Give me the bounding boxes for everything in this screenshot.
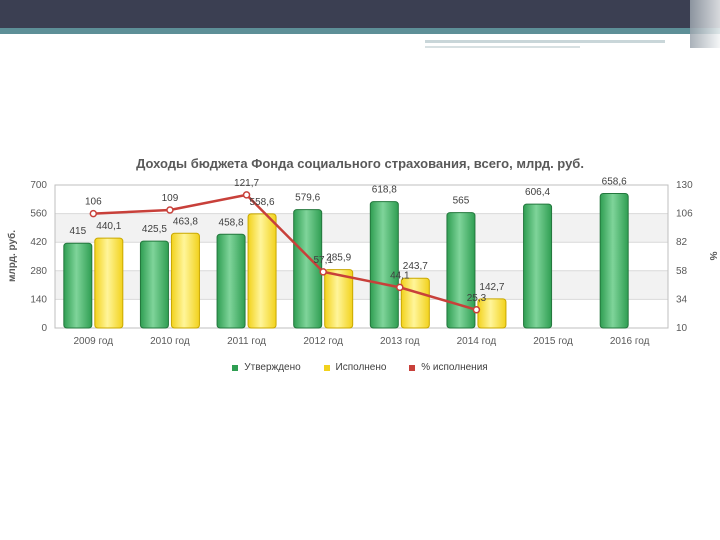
y-tick-label: 0	[41, 323, 47, 334]
bar-executed	[94, 237, 124, 329]
grid-layer	[54, 184, 669, 329]
y-axis-title: млрд. руб.	[6, 230, 18, 282]
grid-band	[55, 213, 668, 243]
data-label-approved: 565	[453, 196, 470, 207]
y-tick-label: 140	[30, 294, 47, 305]
data-label-percent: 57,1	[313, 255, 333, 266]
data-label-approved: 606,4	[525, 187, 550, 198]
plot-frame	[54, 184, 669, 329]
labels-layer: 0 10 140 34 280 58 420 82 560 106 700 130 2009 год 41…	[30, 176, 693, 347]
slide-top-bar	[0, 0, 720, 28]
data-label-executed: 440,1	[96, 221, 121, 232]
legend-item-executed: Исполнено	[323, 362, 387, 373]
legend-label-approved: Утверждено	[244, 362, 301, 373]
line-layer	[89, 191, 481, 314]
percent-line	[93, 193, 477, 311]
data-label-percent: 106	[85, 197, 102, 208]
percent-point	[242, 191, 251, 199]
data-label-approved: 579,6	[295, 193, 320, 204]
data-label-executed: 463,8	[173, 216, 198, 227]
bar-executed	[247, 213, 277, 329]
y2-tick-label: 58	[676, 266, 688, 277]
data-label-executed: 285,9	[326, 253, 351, 264]
percent-point	[396, 283, 404, 292]
x-tick-label: 2012 год	[303, 336, 343, 347]
decorative-corner	[690, 0, 720, 48]
bar-executed	[400, 277, 430, 329]
data-label-approved: 425,5	[142, 224, 167, 235]
percent-point	[89, 209, 98, 218]
y2-tick-label: 82	[676, 237, 688, 248]
bar-executed	[477, 298, 507, 329]
y2-axis-title: %	[707, 252, 718, 261]
x-tick-label: 2010 год	[150, 336, 190, 347]
x-tick-label: 2015 год	[533, 336, 573, 347]
chart-title: Доходы бюджета Фонда социального страхов…	[136, 156, 584, 171]
x-tick-label: 2013 год	[380, 336, 420, 347]
data-label-approved: 458,8	[219, 217, 244, 228]
bar-approved	[369, 201, 399, 329]
decorative-line	[425, 40, 665, 43]
bar-approved	[446, 212, 476, 329]
data-label-percent: 25,3	[467, 293, 487, 304]
bar-approved	[139, 240, 169, 329]
y2-tick-label: 10	[676, 323, 688, 334]
legend-swatch-executed	[323, 364, 330, 371]
bar-executed	[170, 232, 200, 329]
bar-approved	[216, 233, 246, 329]
legend-swatch-approved	[232, 364, 239, 371]
y2-tick-label: 34	[676, 294, 688, 305]
y-tick-label: 700	[30, 180, 47, 191]
x-tick-label: 2016 год	[610, 336, 650, 347]
data-label-approved: 658,6	[602, 176, 627, 187]
legend-label-percent: % исполнения	[421, 362, 488, 373]
y2-tick-label: 130	[676, 180, 693, 191]
data-label-approved: 618,8	[372, 185, 397, 196]
legend-item-approved: Утверждено	[232, 362, 301, 373]
bar-approved	[599, 192, 629, 329]
decorative-line-short	[425, 46, 580, 48]
bar-executed	[324, 269, 354, 329]
data-label-executed: 243,7	[403, 261, 428, 272]
x-tick-label: 2011 год	[227, 336, 266, 347]
legend: Утверждено Исполнено % исполнения	[0, 362, 720, 374]
x-tick-label: 2009 год	[73, 336, 113, 347]
data-label-percent: 109	[162, 193, 179, 204]
y2-tick-label: 106	[676, 209, 693, 220]
legend-label-executed: Исполнено	[335, 362, 387, 373]
percent-point	[166, 206, 174, 214]
percent-point	[319, 268, 327, 276]
data-label-executed: 142,7	[479, 282, 504, 293]
legend-swatch-percent	[409, 364, 416, 371]
data-label-percent: 44,1	[390, 270, 410, 281]
data-label-percent: 121,7	[234, 178, 259, 189]
bars-layer	[63, 192, 629, 329]
y-tick-label: 560	[30, 209, 47, 220]
data-label-executed: 558,6	[250, 197, 275, 208]
bar-approved	[293, 209, 323, 329]
x-tick-label: 2014 год	[457, 336, 497, 347]
bar-approved	[523, 203, 553, 329]
percent-point	[472, 306, 481, 314]
y-tick-label: 420	[30, 237, 47, 248]
y-tick-label: 280	[30, 266, 47, 277]
bar-approved	[63, 242, 93, 329]
slide-top-stripe	[0, 28, 720, 34]
data-label-approved: 415	[69, 226, 86, 237]
legend-item-percent: % исполнения	[409, 362, 488, 373]
